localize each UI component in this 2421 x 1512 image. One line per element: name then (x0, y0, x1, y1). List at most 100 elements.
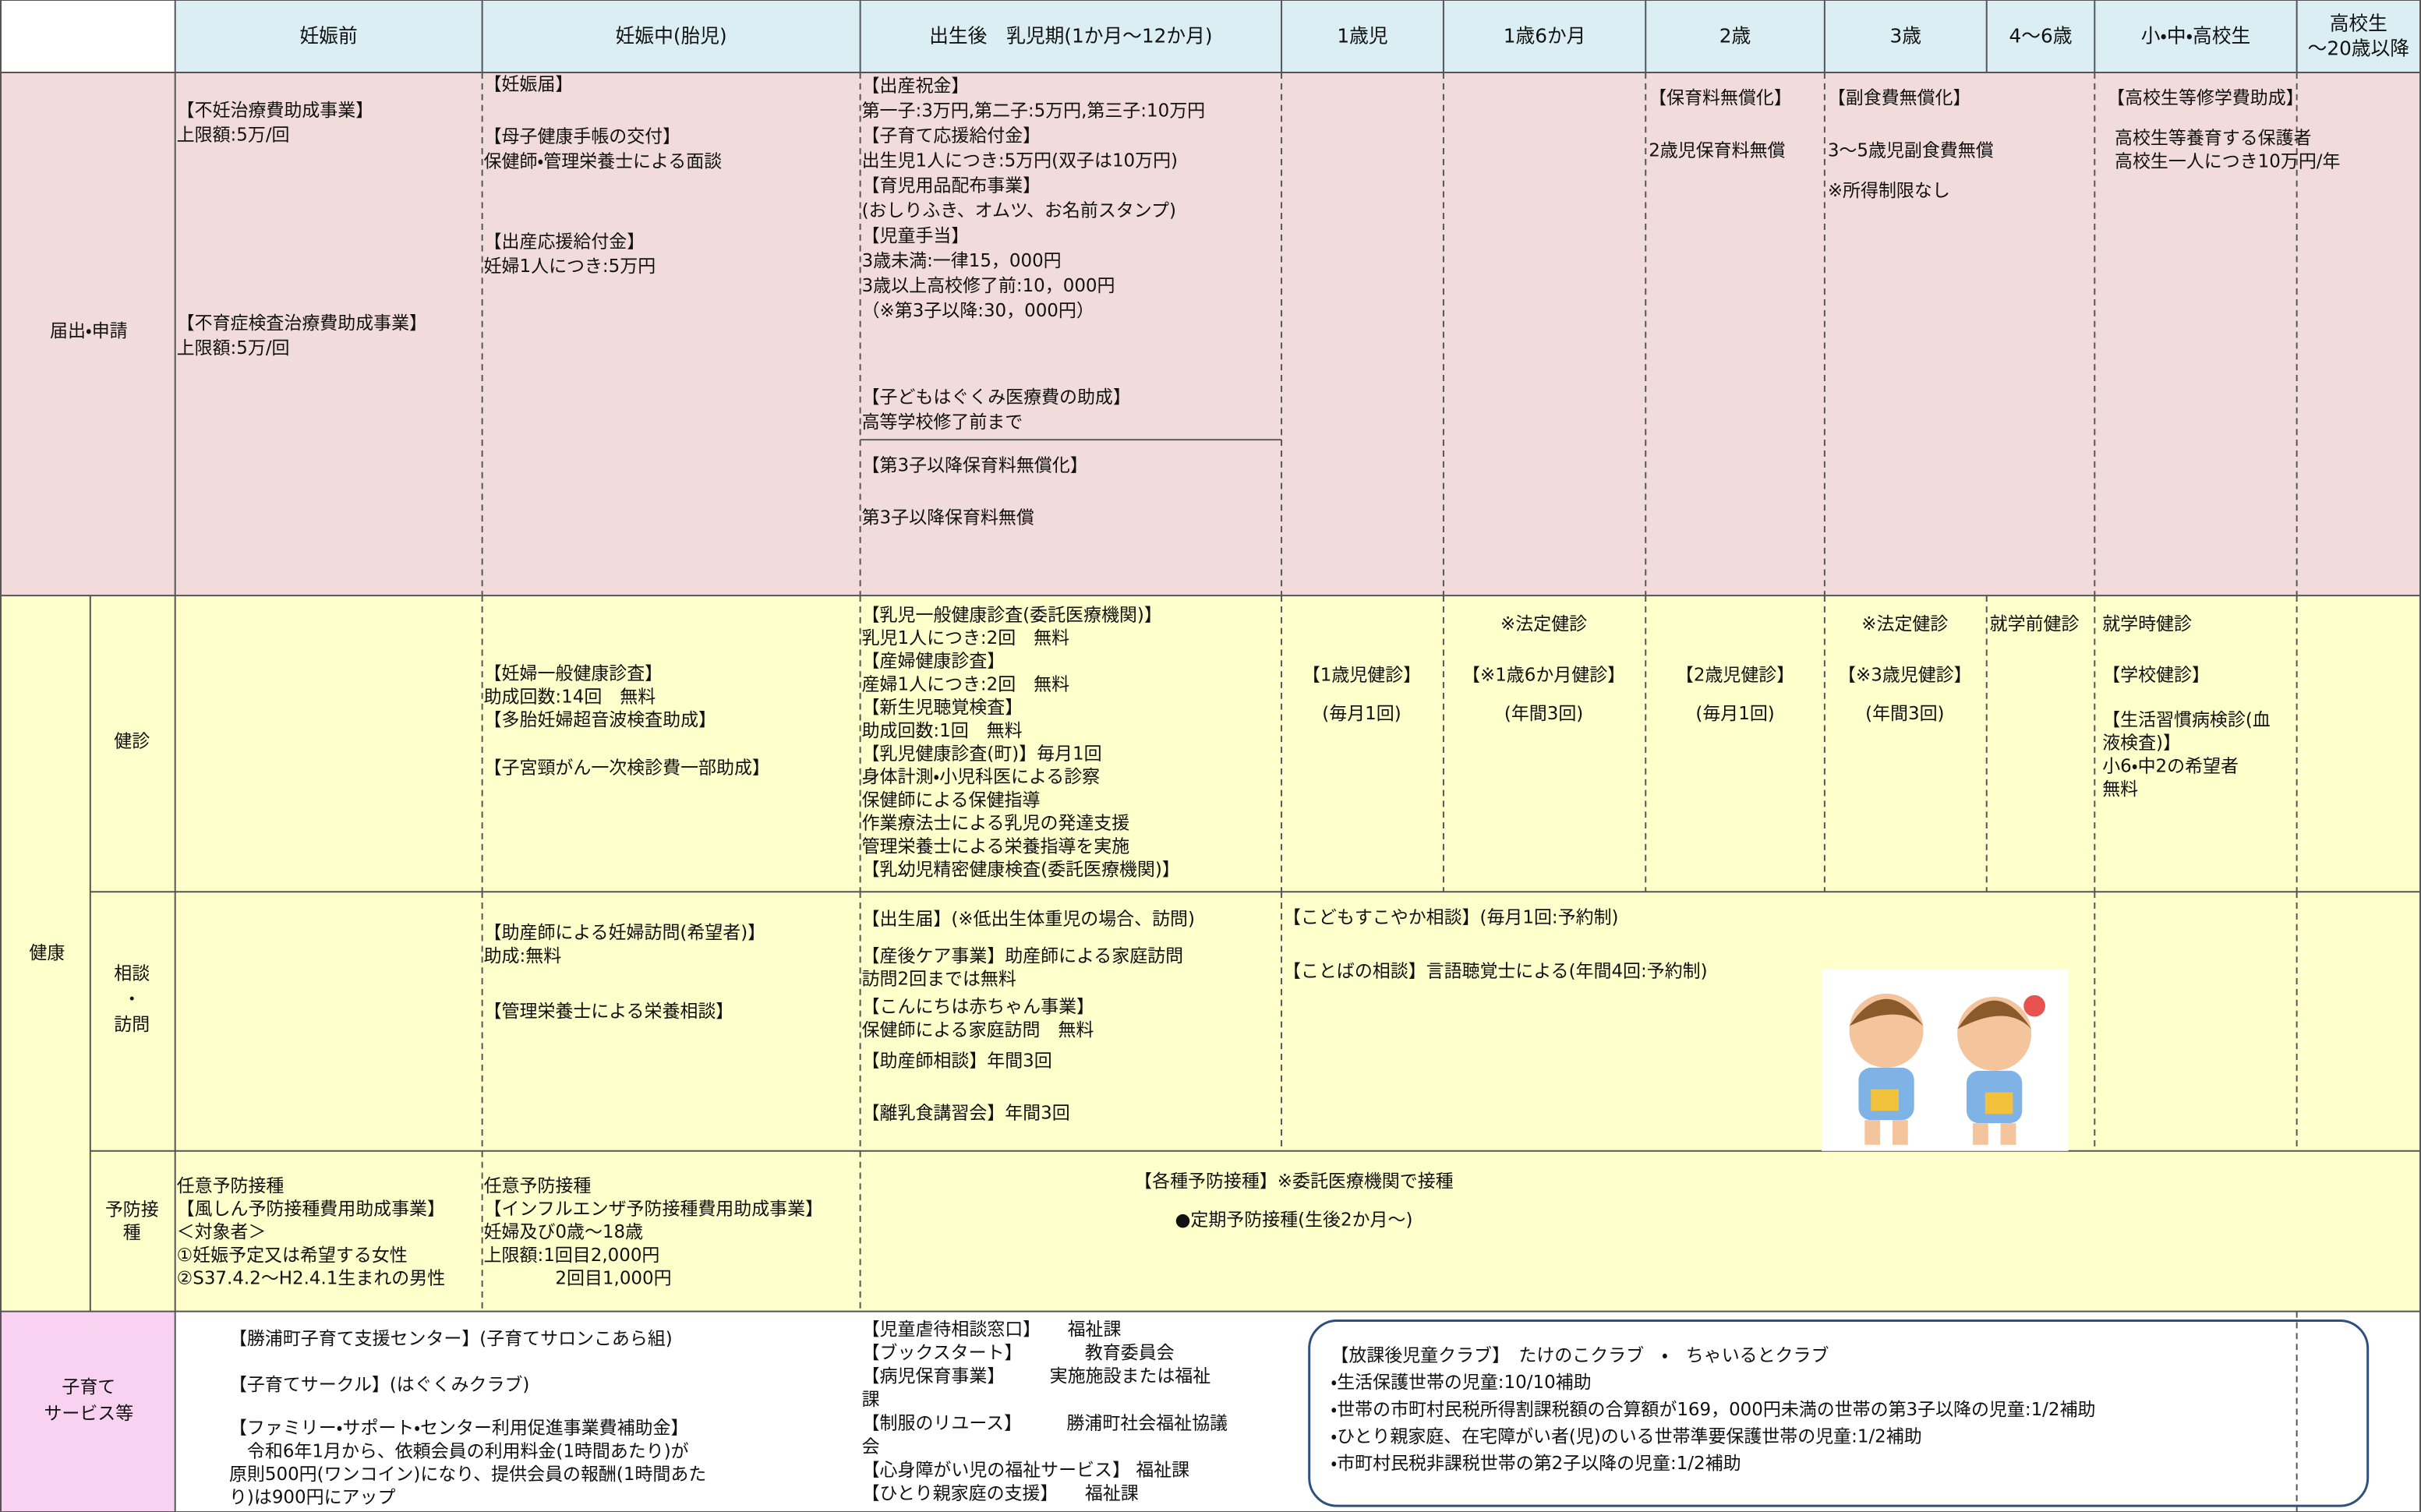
cell-text: 2歳児保育料無償 (1649, 140, 1785, 161)
cell-text: 【出産祝金】 (862, 76, 970, 96)
cell-text: 【2歳児健診】 (1676, 666, 1794, 686)
cell-text: 無料 (2102, 779, 2138, 800)
cell-text: 【1歳児健診】 (1302, 666, 1421, 686)
cell-text: 会 (862, 1436, 880, 1457)
column-header: 3歳 (1890, 25, 1921, 48)
cell-text: 【子宮頸がん一次検診費一部助成】 (484, 758, 770, 778)
cell-text: 上限額:5万/回 (177, 125, 290, 146)
cell-text: 【子育てサークル】(はぐくみクラブ) (229, 1375, 529, 1395)
cell-text: 課 (862, 1390, 880, 1410)
cell-text: 上限額:5万/回 (177, 338, 290, 359)
row-label: 健診 (114, 732, 150, 752)
cell-text: 訪問2回までは無料 (862, 970, 1016, 990)
cell-text: 【子育て応援給付金】 (862, 125, 1041, 146)
column-header: 1歳児 (1337, 25, 1387, 48)
cell-text: 【乳児一般健康診査(委託医療機関)】 (862, 605, 1162, 625)
cell-text: 液検査)】 (2102, 733, 2181, 754)
row-label: 届出・申請 (50, 321, 128, 341)
cell-text: ・生活保護世帯の児童:10/10補助 (1331, 1372, 1591, 1393)
cell-text: 【乳幼児精密健康検査(委託医療機関)】 (862, 860, 1180, 880)
cell-text: 【勝浦町子育て支援センター】(子育てサロンこあら組) (229, 1329, 673, 1349)
section-bg (1, 72, 2420, 596)
cell-text: 第一子:3万円,第二子:5万円,第三子:10万円 (862, 101, 1206, 121)
cell-text: 【保育料無償化】 (1649, 88, 1792, 108)
cell-text: 【不育症検査治療費助成事業】 (177, 313, 427, 334)
cell-text: 【※3歳児健診】 (1838, 666, 1972, 686)
cell-text: 【管理栄養士による栄養相談】 (484, 1002, 734, 1022)
row-label: サービス等 (44, 1404, 133, 1424)
cell-text: ●定期予防接種(生後2か月～) (1175, 1210, 1412, 1230)
column-header: 妊娠前 (300, 25, 358, 48)
row-label: 種 (123, 1223, 141, 1243)
cell-text: 【学校健診】 (2102, 666, 2210, 686)
cell-text: 小6・中2の希望者 (2102, 756, 2239, 776)
cell-text: 管理栄養士による栄養指導を実施 (862, 836, 1130, 857)
cell-text: 【新生児聴覚検査】 (862, 698, 1023, 718)
cell-text: ・ひとり親家庭、在宅障がい者(児)のいる世帯準要保護世帯の児童:1/2補助 (1331, 1426, 1921, 1447)
cell-text: 【ひとり親家庭の支援】 福祉課 (862, 1484, 1139, 1504)
column-header: ～20歳以降 (2308, 37, 2410, 59)
cell-text: 就学前健診 (1990, 614, 2080, 634)
cell-text: 【第3子以降保育料無償化】 (862, 455, 1088, 475)
cell-text: 【生活習慣病検診(血 (2102, 710, 2271, 730)
column-header: 出生後 乳児期(1か月～12か月) (929, 25, 1212, 48)
cell-text: 【制服のリユース】 勝浦町社会福祉協議 (862, 1413, 1228, 1433)
cell-text: (おしりふき、オムツ、お名前スタンプ) (862, 201, 1176, 221)
cell-text: 【助産師相談】年間3回 (862, 1051, 1052, 1071)
label-bg (1, 1311, 175, 1512)
cell-text: （※第3子以降:30，000円） (862, 301, 1094, 321)
cell-text: 【ファミリー・サポート・センター利用促進事業費補助金】 (229, 1418, 688, 1439)
cell-text: ②S37.4.2～H2.4.1生まれの男性 (177, 1269, 446, 1289)
cell-text: 高等学校修了前まで (862, 412, 1023, 433)
cell-text: 高校生一人につき10万円/年 (2115, 151, 2340, 171)
cell-text: 3歳未満:一律15，000円 (862, 251, 1062, 271)
cell-text: 保健師による保健指導 (862, 790, 1041, 811)
cell-text: 【こんにちは赤ちゃん事業】 (862, 997, 1094, 1017)
row-label: 訪問 (114, 1015, 150, 1035)
cell-text: 【妊婦一般健康診査】 (484, 664, 663, 684)
cell-text: 【出産応援給付金】 (484, 231, 645, 252)
cell-text: 【ブックスタート】 教育委員会 (862, 1343, 1175, 1363)
cell-text: 令和6年1月から、依頼会員の利用料金(1時間あたり)が (229, 1441, 689, 1461)
cell-text: 【こどもすこやか相談】(毎月1回:予約制) (1283, 907, 1618, 927)
cell-text: 3歳以上高校修了前:10，000円 (862, 276, 1115, 296)
cell-text: 妊婦及び0歳～18歳 (484, 1222, 644, 1242)
cell-text: り)は900円にアップ (229, 1488, 395, 1508)
cell-text: 【児童手当】 (862, 226, 970, 246)
cell-text: 作業療法士による乳児の発達支援 (862, 814, 1130, 834)
column-header: 1歳6か月 (1504, 25, 1586, 48)
cell-text: 任意予防接種 (484, 1176, 592, 1196)
cell-text: 出生児1人につき:5万円(双子は10万円) (862, 151, 1178, 171)
cell-text: ※所得制限なし (1828, 181, 1950, 201)
cell-text: 【心身障がい児の福祉サービス】 福祉課 (862, 1460, 1189, 1480)
cell-text: 妊婦1人につき:5万円 (484, 256, 656, 277)
cell-text: 【ことばの相談】言語聴覚士による(年間4回:予約制) (1283, 962, 1708, 982)
cell-text: ※法定健診 (1500, 614, 1587, 634)
cell-text: 任意予防接種 (177, 1176, 285, 1196)
row-label: ・ (123, 989, 141, 1009)
cell-text: 【出生届】(※低出生体重児の場合、訪問) (862, 909, 1195, 929)
cell-text: 第3子以降保育料無償 (862, 508, 1034, 528)
cell-text: 保健師・管理栄養士による面談 (484, 151, 723, 171)
cell-text: 【離乳食講習会】年間3回 (862, 1104, 1070, 1124)
cell-text: 【育児用品配布事業】 (862, 176, 1041, 196)
cell-text: 3～5歳児副食費無償 (1828, 140, 1994, 161)
cell-text: 【産後ケア事業】助産師による家庭訪問 (862, 946, 1183, 966)
column-header: 高校生 (2330, 12, 2387, 35)
cell-text: 産婦1人につき:2回 無料 (862, 674, 1070, 694)
cell-text: 助成:無料 (484, 946, 562, 966)
info-box (1308, 1319, 2370, 1507)
cell-text: (年間3回) (1865, 704, 1944, 724)
cell-text: 【母子健康手帳の交付】 (484, 127, 680, 147)
cell-text: 【乳児健康診査(町)】毎月1回 (862, 744, 1102, 765)
cell-text: 【※1歳6か月健診】 (1462, 666, 1625, 686)
cell-text: (毎月1回) (1695, 704, 1774, 724)
cell-text: 身体計測・小児科医による診察 (862, 767, 1101, 787)
cell-text: 助成回数:1回 無料 (862, 721, 1023, 741)
column-header: 2歳 (1719, 25, 1751, 48)
header-bg (175, 0, 2421, 73)
column-header: 妊娠中(胎児) (616, 25, 727, 48)
group-label: 健康 (29, 943, 65, 963)
row-label: 子育て (62, 1377, 115, 1397)
